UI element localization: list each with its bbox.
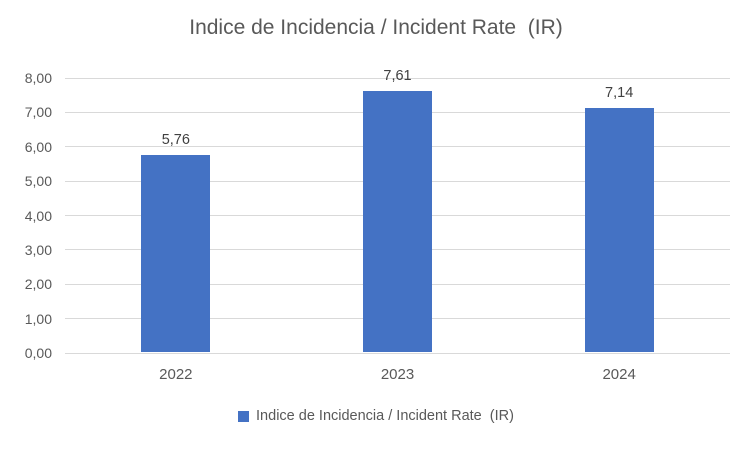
chart-title: Indice de Incidencia / Incident Rate (IR… — [189, 16, 563, 39]
y-tick-label: 1,00 — [24, 310, 52, 327]
y-tick-label: 0,00 — [24, 345, 52, 361]
gridline — [65, 77, 730, 79]
x-tick-label: 2022 — [159, 366, 193, 383]
y-tick-label: 8,00 — [24, 70, 52, 86]
legend-swatch-icon — [238, 410, 250, 422]
legend: Indice de Incidencia / Incident Rate (IR… — [0, 408, 752, 424]
y-tick-label: 3,00 — [24, 241, 52, 258]
y-tick-label: 7,00 — [24, 104, 52, 121]
y-tick-label: 4,00 — [24, 207, 52, 224]
y-tick-label: 2,00 — [24, 276, 52, 293]
bar-value-label: 5,76 — [161, 132, 190, 148]
y-tick-label: 5,00 — [24, 173, 52, 190]
bar-value-label: 7,61 — [383, 68, 412, 85]
bar-2022 — [141, 155, 211, 352]
x-tick-label: 2023 — [380, 366, 415, 383]
bar-2024 — [584, 107, 654, 352]
bar-2023 — [363, 91, 432, 352]
y-tick-label: 6,00 — [24, 138, 52, 155]
x-axis-line — [65, 352, 730, 354]
bar-value-label: 7,14 — [605, 84, 634, 101]
x-tick-label: 2024 — [602, 366, 636, 383]
legend-label: Indice de Incidencia / Incident Rate (IR… — [256, 408, 514, 424]
